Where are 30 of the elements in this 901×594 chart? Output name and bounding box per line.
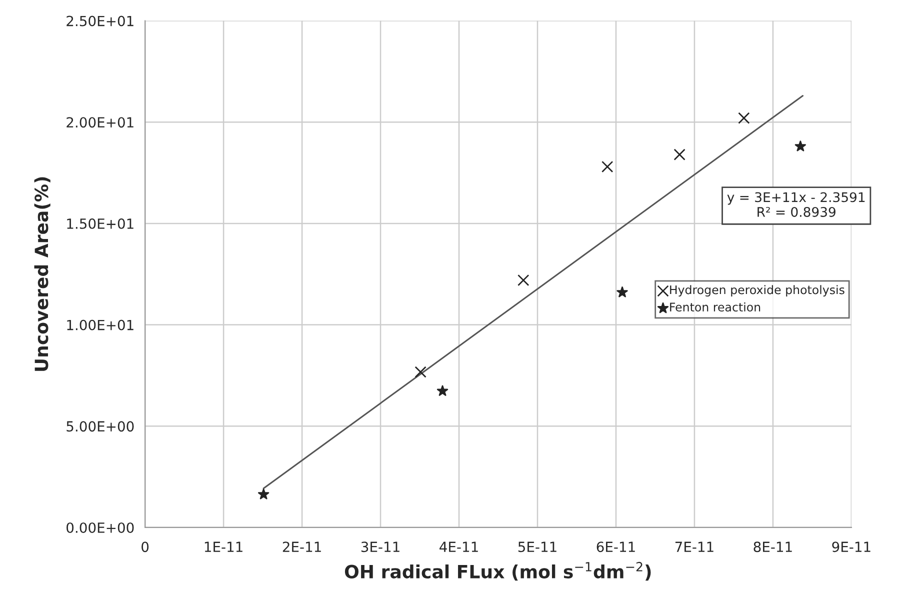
y-tick-label: 2.50E+01 (66, 16, 134, 26)
point (738, 112, 750, 124)
x-tick-label: 3E-11 (361, 542, 400, 552)
annotation: y = 3E+11x - 2.3591 R² = 0.8939 (727, 192, 865, 217)
x-tick-label: 7E-11 (675, 542, 714, 552)
x-tick-label: 2E-11 (282, 542, 321, 552)
y-axis-title: Uncovered Area(%) (34, 177, 50, 371)
point (602, 160, 614, 173)
point (436, 385, 448, 396)
x-tick-label: 6E-11 (596, 542, 635, 552)
y-tick-label: 5.00E+00 (66, 421, 134, 432)
x-tick-label: 5E-11 (518, 542, 556, 552)
legend-label: Fenton reaction (670, 302, 760, 312)
x-axis-title: OH radical FLux (mol s$^{−1}$dm$^{−2}$) (344, 562, 651, 581)
point (518, 274, 530, 286)
legend-label: Hydrogen peroxide photolysis (670, 285, 844, 297)
y-tick-label: 0.00E+00 (66, 522, 134, 533)
x-tick-label: 4E-11 (440, 542, 478, 552)
y-tick-label: 1.50E+01 (67, 218, 134, 229)
x-tick-label: 0 (142, 542, 149, 552)
point (616, 286, 628, 298)
point (258, 488, 270, 500)
y-tick-label: 2.00E+01 (66, 117, 134, 128)
x-tick-label: 9E-11 (832, 542, 870, 552)
x-tick-label: 1E-11 (204, 542, 242, 552)
x-tick-label: 8E-11 (754, 542, 792, 552)
point (674, 148, 686, 160)
y-tick-label: 1.00E+01 (67, 320, 134, 330)
point (794, 140, 806, 152)
point (414, 366, 426, 378)
